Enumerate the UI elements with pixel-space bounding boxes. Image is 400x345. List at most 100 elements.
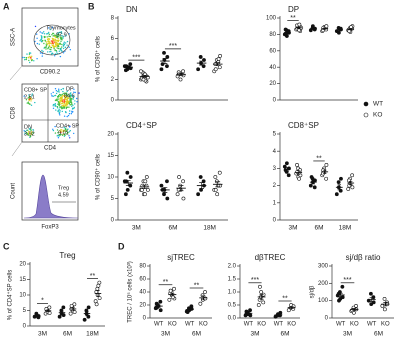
data-point <box>95 286 100 291</box>
error-bar <box>311 27 315 30</box>
flow-event <box>57 38 59 40</box>
data-point <box>145 187 150 192</box>
data-point <box>125 170 130 175</box>
flow-event <box>32 129 35 131</box>
data-point <box>217 170 222 175</box>
y-tick-label: 20 <box>107 132 114 138</box>
flow-event <box>31 98 33 101</box>
data-point <box>59 308 64 313</box>
flow-event <box>62 87 64 90</box>
data-point <box>261 300 266 305</box>
flow-event <box>63 99 65 101</box>
flow-event <box>30 100 32 102</box>
data-point <box>350 185 355 190</box>
flow-event <box>59 109 61 112</box>
flow-event <box>58 50 60 52</box>
error-bar <box>60 310 64 315</box>
data-point <box>72 310 77 314</box>
flow-event <box>25 58 27 61</box>
flow-event <box>55 92 58 95</box>
data-point <box>159 183 164 188</box>
x-tick-label: 3M <box>288 225 297 232</box>
flow-event <box>62 94 64 97</box>
significance-label: * <box>41 298 44 305</box>
data-point <box>165 64 169 69</box>
flow-event <box>41 41 43 43</box>
error-bar <box>383 302 388 307</box>
x-sub-label: KO <box>199 322 208 328</box>
connector <box>9 65 23 81</box>
data-point <box>86 305 91 310</box>
flow-event <box>63 42 65 45</box>
flow-event <box>73 88 75 91</box>
flow-event <box>63 41 65 43</box>
data-point <box>143 179 148 184</box>
error-bar <box>215 181 221 188</box>
flow-event <box>58 33 60 36</box>
flow-event <box>62 47 65 50</box>
flow-event <box>39 52 42 54</box>
y-tick-label: 40 <box>139 290 146 296</box>
flow-event <box>69 102 71 104</box>
flow-event <box>36 37 38 39</box>
flow-event <box>54 88 57 90</box>
data-point <box>97 296 102 301</box>
flow-event <box>38 43 40 45</box>
flow-event <box>63 115 66 117</box>
flow-event <box>62 44 65 47</box>
flow-event <box>45 46 47 49</box>
flow-event <box>61 110 63 113</box>
error-bar <box>178 185 184 192</box>
flow-event <box>29 55 31 57</box>
y-tick-label: 5 <box>273 132 277 138</box>
data-point <box>216 60 221 64</box>
x-tick-label: 6M <box>63 331 72 338</box>
data-point <box>258 284 262 289</box>
data-point <box>181 196 186 201</box>
flow-event <box>66 40 69 43</box>
y-tick-label: 0 <box>273 218 277 224</box>
data-point <box>339 176 343 181</box>
flow-event <box>59 130 61 132</box>
flow-event <box>26 132 29 134</box>
flow-event <box>54 99 57 101</box>
flow-event <box>50 40 53 42</box>
flow-event <box>61 134 64 136</box>
flow-event <box>73 132 75 135</box>
flow-event <box>29 98 31 100</box>
flow-event <box>62 90 64 93</box>
error-bar <box>276 313 281 317</box>
flow-event <box>53 39 55 41</box>
flow-event <box>29 128 31 130</box>
flow-event <box>54 38 56 41</box>
x-sub-label: KO <box>381 322 390 328</box>
flow-event <box>41 55 43 57</box>
flow-event <box>69 95 71 98</box>
flow-xlabel: CD90.2 <box>40 70 61 76</box>
flow-event <box>51 95 53 97</box>
flow-event <box>69 49 72 51</box>
flow-event <box>47 39 49 41</box>
data-point <box>158 308 163 313</box>
flow-event <box>46 36 48 38</box>
flow-event <box>52 105 54 107</box>
flow-event <box>64 104 67 106</box>
error-bar <box>338 292 343 298</box>
flow-event <box>62 35 64 38</box>
data-point <box>167 297 172 302</box>
flow-event <box>23 95 25 97</box>
x-tick-label: 3M <box>38 331 47 338</box>
x-tick-label: 3M <box>250 331 259 338</box>
error-bar <box>349 180 353 186</box>
flow-event <box>46 33 48 35</box>
flow-event <box>58 134 60 136</box>
y-tick-label: 100 <box>266 16 277 22</box>
flow-event <box>71 105 73 108</box>
flow-event <box>73 106 76 109</box>
error-bar <box>125 180 131 186</box>
significance-label: ** <box>316 155 322 162</box>
flow-event <box>66 97 69 100</box>
flow-event <box>59 134 62 136</box>
flow-event <box>65 92 68 94</box>
flow-event <box>40 35 42 37</box>
